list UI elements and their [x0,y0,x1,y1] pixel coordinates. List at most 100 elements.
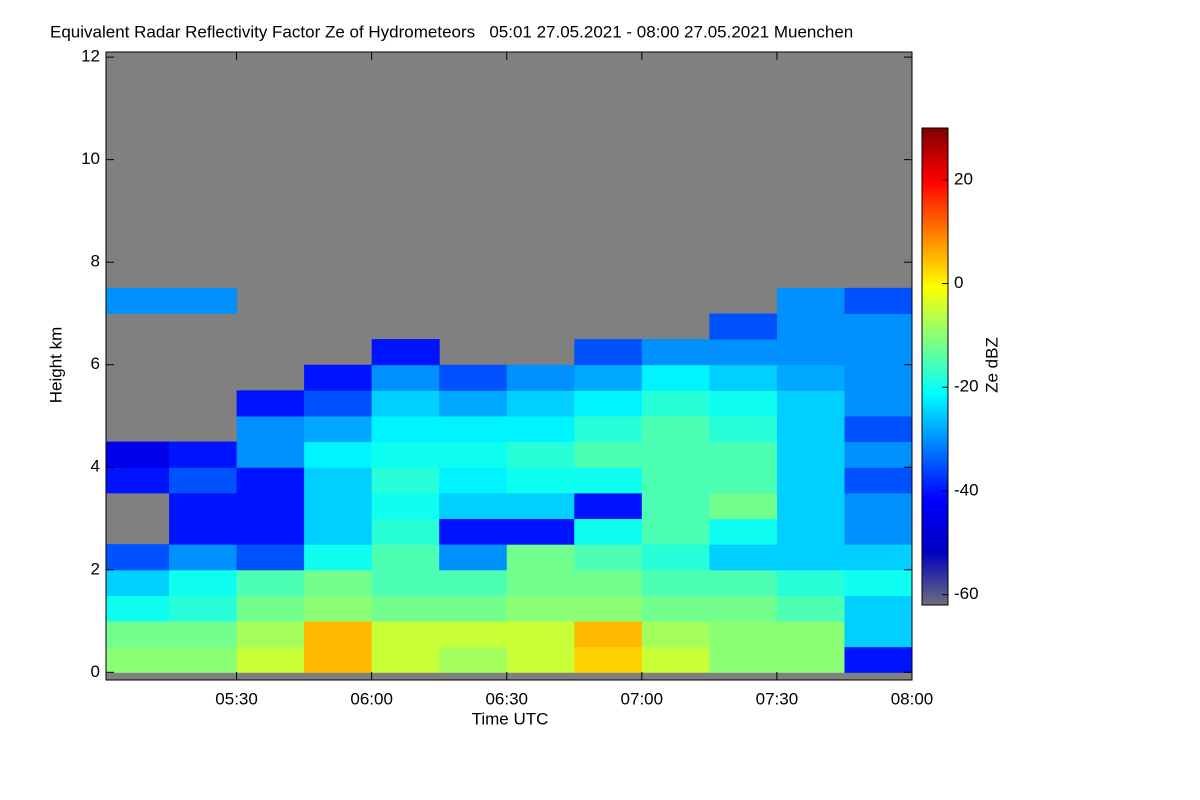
x-tick-label: 07:30 [756,689,799,708]
heatmap-cell [641,518,710,545]
heatmap-cell [439,518,508,545]
heatmap-cell [709,467,778,494]
heatmap-cell [844,492,912,520]
x-axis-label: Time UTC [472,709,549,728]
heatmap-cell [574,415,643,443]
heatmap-cells [106,287,912,673]
heatmap-cell [574,621,643,648]
heatmap-cell [439,364,508,391]
heatmap-cell [574,467,643,494]
heatmap-cell [574,364,643,391]
heatmap-cell [844,339,912,366]
heatmap-cell [844,595,912,622]
heatmap-cell [844,569,912,596]
heatmap-cell [641,569,710,596]
heatmap-cell [439,492,508,520]
heatmap-cell [304,364,373,391]
heatmap-cell [304,544,373,571]
heatmap-cell [506,595,575,622]
heatmap-cell [641,364,710,391]
heatmap-cell [709,364,778,391]
colorbar-tick-label: -60 [954,584,979,603]
heatmap-cell [641,390,710,417]
heatmap-cell [371,364,440,391]
heatmap-cell [776,415,845,443]
y-tick-label: 12 [81,47,100,66]
heatmap-cell [371,390,440,417]
heatmap-cell [236,467,305,494]
heatmap-cell [169,518,238,545]
heatmap-cell [641,646,710,673]
heatmap-cell [439,621,508,648]
heatmap-cell [709,569,778,596]
heatmap-cell [574,390,643,417]
heatmap-cell [709,390,778,417]
x-tick-label: 07:00 [621,689,664,708]
colorbar-label: Ze dBZ [982,337,1001,393]
heatmap-cell [709,313,778,340]
heatmap-cell [641,544,710,571]
heatmap-cell [106,467,170,494]
heatmap-cell [776,364,845,391]
heatmap-cell [169,441,238,468]
heatmap-cell [709,544,778,571]
heatmap-cell [506,441,575,468]
heatmap-cell [169,595,238,622]
heatmap-cell [844,441,912,468]
heatmap-cell [506,415,575,443]
heatmap-cell [776,339,845,366]
heatmap-cell [169,287,238,314]
heatmap-cell [776,287,845,314]
heatmap-cell [641,595,710,622]
heatmap-cell [574,569,643,596]
heatmap-cell [439,390,508,417]
heatmap-cell [169,646,238,673]
heatmap-cell [844,467,912,494]
heatmap-cell [304,595,373,622]
heatmap-cell [709,595,778,622]
heatmap-cell [371,415,440,443]
heatmap-cell [236,544,305,571]
heatmap-cell [371,518,440,545]
heatmap-cell [776,518,845,545]
heatmap-cell [106,287,170,314]
heatmap-cell [506,544,575,571]
heatmap-cell [844,313,912,340]
heatmap-cell [709,415,778,443]
heatmap-cell [236,569,305,596]
heatmap-cell [844,287,912,314]
heatmap-cell [304,390,373,417]
heatmap-cell [506,364,575,391]
heatmap-cell [371,467,440,494]
heatmap-cell [371,441,440,468]
heatmap-cell [844,518,912,545]
heatmap-cell [169,569,238,596]
heatmap-cell [574,595,643,622]
heatmap-cell [709,339,778,366]
heatmap-cell [304,621,373,648]
heatmap-cell [371,621,440,648]
y-tick-label: 2 [91,559,100,578]
x-tick-label: 06:30 [485,689,528,708]
heatmap-cell [709,646,778,673]
heatmap-cell [574,339,643,366]
heatmap-cell [106,646,170,673]
heatmap-cell [506,467,575,494]
heatmap-cell [169,467,238,494]
heatmap-cell [439,467,508,494]
heatmap-cell [371,595,440,622]
y-tick-label: 8 [91,252,100,271]
y-tick-label: 10 [81,149,100,168]
heatmap-cell [844,544,912,571]
heatmap-cell [439,544,508,571]
heatmap-cell [506,569,575,596]
heatmap-cell [439,415,508,443]
heatmap-cell [439,441,508,468]
heatmap-cell [776,544,845,571]
heatmap-cell [709,441,778,468]
heatmap-cell [169,544,238,571]
heatmap-cell [371,339,440,366]
heatmap-cell [304,441,373,468]
heatmap-cell [439,569,508,596]
y-tick-label: 6 [91,354,100,373]
